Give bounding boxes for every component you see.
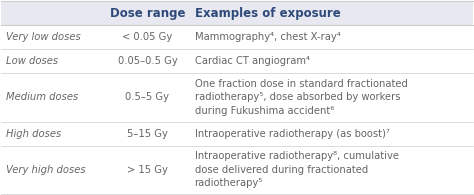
Text: One fraction dose in standard fractionated
radiotherapy⁵, dose absorbed by worke: One fraction dose in standard fractionat…: [195, 79, 408, 116]
Text: High doses: High doses: [6, 129, 61, 138]
Text: Examples of exposure: Examples of exposure: [195, 7, 340, 20]
Text: Very low doses: Very low doses: [6, 32, 81, 43]
Text: Low doses: Low doses: [6, 57, 58, 66]
Text: > 15 Gy: > 15 Gy: [127, 165, 168, 175]
Text: Cardiac CT angiogram⁴: Cardiac CT angiogram⁴: [195, 57, 310, 66]
Text: Dose range: Dose range: [109, 7, 185, 20]
Text: 0.5–5 Gy: 0.5–5 Gy: [126, 92, 170, 103]
Text: < 0.05 Gy: < 0.05 Gy: [122, 32, 173, 43]
Text: Medium doses: Medium doses: [6, 92, 78, 103]
Text: Intraoperative radiotherapy (as boost)⁷: Intraoperative radiotherapy (as boost)⁷: [195, 129, 390, 138]
Text: 0.05–0.5 Gy: 0.05–0.5 Gy: [118, 57, 177, 66]
Text: Mammography⁴, chest X-ray⁴: Mammography⁴, chest X-ray⁴: [195, 32, 340, 43]
Text: Intraoperative radiotherapy⁸, cumulative
dose delivered during fractionated
radi: Intraoperative radiotherapy⁸, cumulative…: [195, 151, 399, 188]
Text: Very high doses: Very high doses: [6, 165, 86, 175]
FancyBboxPatch shape: [1, 1, 473, 25]
Text: 5–15 Gy: 5–15 Gy: [127, 129, 168, 138]
